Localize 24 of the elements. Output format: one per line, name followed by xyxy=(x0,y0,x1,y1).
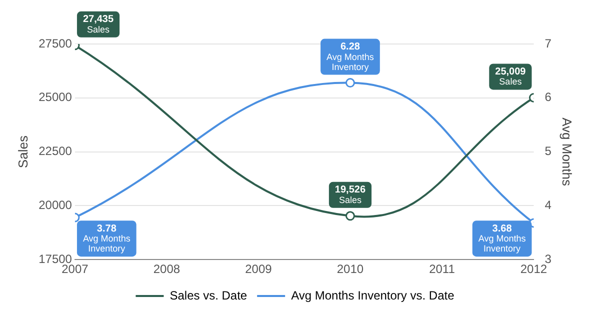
legend-label: Sales vs. Date xyxy=(170,288,248,302)
y-tick-label: 27500 xyxy=(38,36,72,50)
y-tick-label: 22500 xyxy=(38,144,72,158)
x-tick-label: 2011 xyxy=(429,262,456,276)
y2-tick-label: 4 xyxy=(544,198,552,212)
data-label: 19,526 Sales xyxy=(334,184,366,205)
y2-tick-label: 3 xyxy=(544,252,552,266)
data-label: 25,009 Sales xyxy=(495,66,526,87)
x-tick-label: 2009 xyxy=(245,262,272,276)
y2-tick-label: 6 xyxy=(544,90,552,104)
y2-tick-label: 7 xyxy=(544,36,552,50)
data-label: 3.68 Avg Months Inventory xyxy=(478,223,526,254)
x-tick-label: 2010 xyxy=(336,262,364,276)
x-tick-label: 2012 xyxy=(520,262,548,276)
data-label: 6.28 Avg Months Inventory xyxy=(326,42,374,72)
y-tick-label: 25000 xyxy=(38,90,72,104)
y2-tick-label: 5 xyxy=(544,144,552,158)
data-label: 27,435 Sales xyxy=(82,14,114,34)
x-tick-label: 2008 xyxy=(153,262,180,276)
y2-axis-title: Avg Months xyxy=(560,118,575,186)
y-tick-label: 20000 xyxy=(38,198,72,212)
y-axis-title: Sales xyxy=(15,135,30,168)
data-label: 3.78 Avg Months Inventory xyxy=(82,223,131,254)
legend-label: Avg Months Inventory vs. Date xyxy=(291,288,455,302)
